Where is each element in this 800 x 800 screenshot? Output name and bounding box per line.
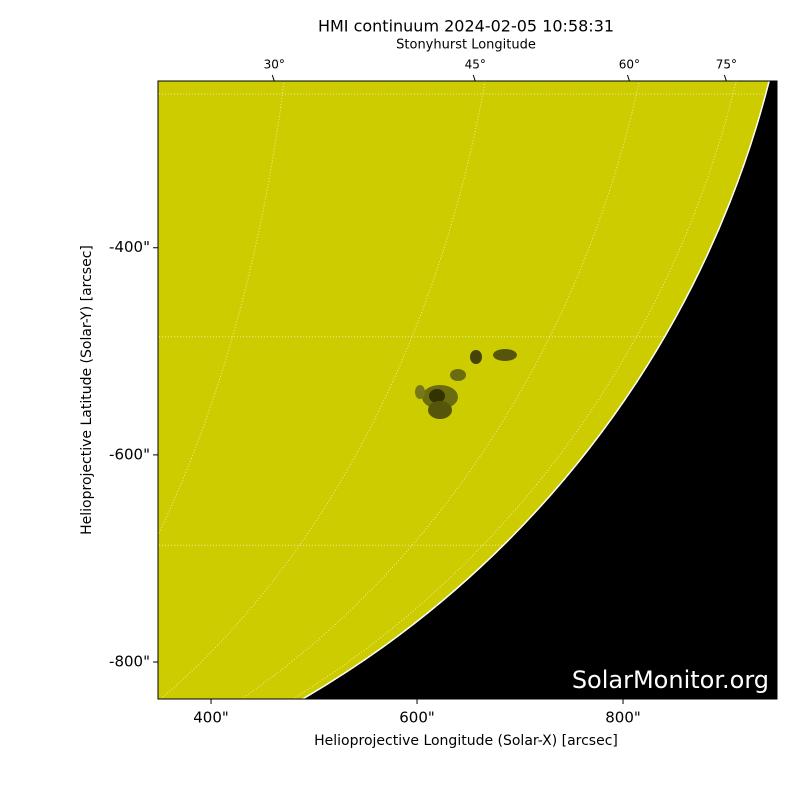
chart-title: HMI continuum 2024-02-05 10:58:31 (318, 17, 614, 36)
sunspots (415, 349, 517, 419)
x2-tick (626, 74, 630, 82)
umbra (429, 389, 445, 403)
x-tick-label: 800" (605, 709, 641, 727)
x2-tick-label: 60° (619, 58, 640, 72)
watermark: SolarMonitor.org (572, 666, 769, 694)
umbra (470, 350, 482, 364)
penumbra (428, 401, 452, 419)
x-axis-label: Helioprojective Longitude (Solar-X) [arc… (314, 733, 618, 749)
y-tick-label: -400" (109, 238, 150, 256)
y-tick-label: -600" (109, 445, 150, 463)
x2-axis-label: Stonyhurst Longitude (396, 38, 536, 53)
x2-tick-label: 45° (465, 58, 486, 72)
y-tick-label: -800" (109, 653, 150, 671)
penumbra (450, 369, 466, 381)
x2-tick (271, 74, 275, 82)
plot-frame (157, 80, 778, 700)
x2-tick (723, 74, 727, 82)
grid-line (158, 81, 767, 699)
x-tick-label: 400" (193, 709, 229, 727)
pore (415, 385, 425, 399)
penumbra (493, 349, 517, 361)
y-axis-label: Helioprojective Latitude (Solar-Y) [arcs… (79, 245, 95, 535)
x2-tick-label: 75° (716, 58, 737, 72)
x-tick-label: 600" (399, 709, 435, 727)
grid-line (0, 0, 58, 800)
x2-tick-label: 30° (264, 58, 285, 72)
x2-tick (472, 74, 476, 82)
